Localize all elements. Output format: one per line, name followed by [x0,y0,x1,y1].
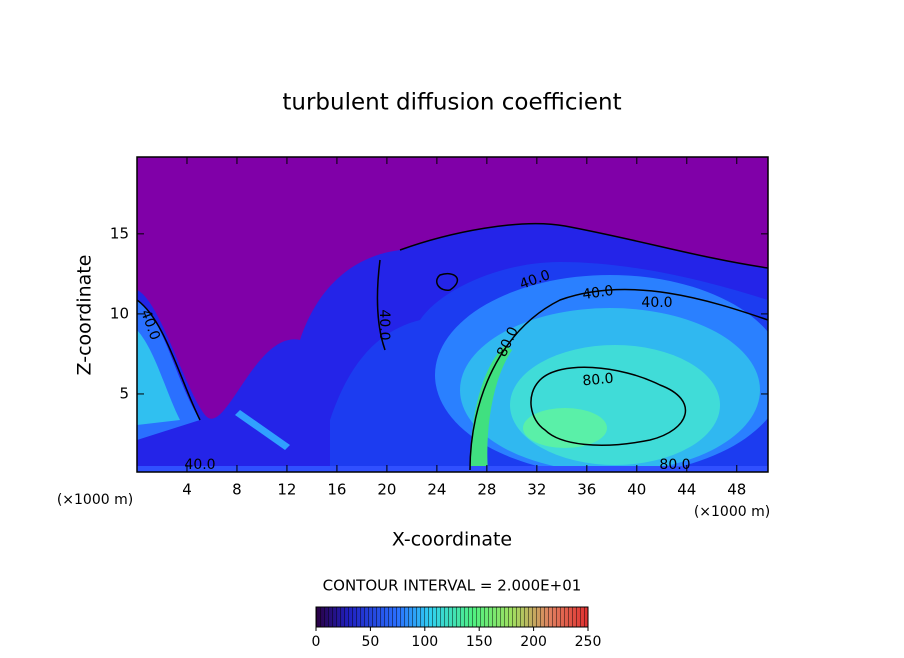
x-tick-label: 44 [677,481,696,499]
x-tick-label: 16 [327,481,346,499]
plot-frame [136,156,769,473]
contour-label: 40.0 [581,283,614,303]
colorbar-tick-label: 0 [312,634,321,650]
x-tick-label: 20 [377,481,396,499]
x-tick-label: 48 [727,481,746,499]
x-tick-label: 40 [627,481,646,499]
x-tick-label: 4 [182,481,192,499]
colorbar-title: CONTOUR INTERVAL = 2.000E+01 [323,577,582,595]
contour-label: 80.0 [659,457,690,473]
x-tick-label: 12 [277,481,296,499]
contour-label: 40.0 [641,295,672,311]
x-tick-label: 24 [427,481,446,499]
colorbar-tick-label: 100 [411,634,438,650]
contour-label: 40.0 [376,309,392,340]
x-unit-label: (×1000 m) [57,492,133,508]
colorbar-tick-label: 250 [575,634,602,650]
x-tick-label: 28 [477,481,496,499]
contour-label: 40.0 [184,457,215,473]
contour-label: 80.0 [582,371,614,390]
y-tick-label: 10 [110,304,129,322]
y-axis-label: Z-coordinate [74,255,96,376]
x-tick-label: 8 [232,481,242,499]
y-tick-label: 15 [110,224,129,242]
chart-title: turbulent diffusion coefficient [282,90,621,116]
x-tick-label: 32 [527,481,546,499]
x-tick-label: 36 [577,481,596,499]
colorbar-tick-label: 150 [466,634,493,650]
contour-field [137,157,768,472]
x-unit-label: (×1000 m) [694,504,770,520]
colorbar-tick-label: 200 [520,634,547,650]
y-tick-label: 5 [119,384,129,402]
colorbar-lines [315,606,589,628]
colorbar-tick-label: 50 [361,634,379,650]
x-axis-label: X-coordinate [392,529,512,551]
